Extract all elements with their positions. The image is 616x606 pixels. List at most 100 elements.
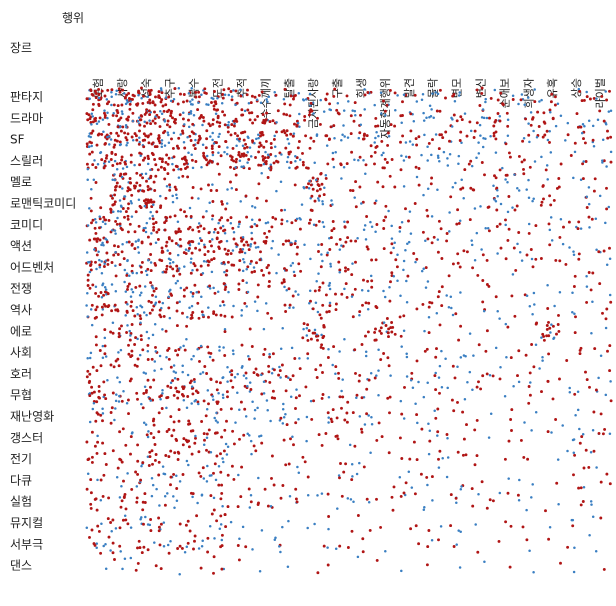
data-point [328,248,332,251]
data-point [238,437,241,441]
data-point [333,87,337,91]
row-label: SF [10,133,25,147]
data-point [119,129,123,133]
data-point [479,387,483,391]
data-point [149,132,153,136]
data-point [179,133,182,136]
data-point [172,131,176,135]
data-point [215,431,219,435]
data-point [169,265,172,269]
data-point [281,326,284,330]
data-point [558,377,561,381]
data-point [498,491,502,495]
data-point [579,503,583,507]
data-point [149,385,152,389]
data-point [340,139,343,142]
data-point [585,378,589,382]
data-point [584,160,588,163]
data-point [229,379,233,383]
data-point [119,550,122,553]
data-point [336,437,340,441]
data-point [547,320,550,324]
data-point [135,102,138,106]
data-point [448,211,451,214]
data-point [482,137,485,140]
data-point [165,430,169,433]
data-point [146,358,150,361]
data-point [217,172,221,176]
data-point [341,395,345,399]
data-point [390,495,394,499]
data-point [210,101,213,104]
data-point [260,269,264,272]
data-point [433,374,437,378]
data-point [331,151,335,155]
data-point [187,249,190,252]
data-point [266,176,270,179]
data-point [548,194,552,198]
data-point [104,156,108,160]
data-point [242,374,246,377]
data-point [92,178,96,181]
data-point [101,419,104,423]
data-point [323,186,326,190]
data-point [449,524,453,528]
data-point [605,165,608,168]
data-point [149,174,153,178]
data-point [465,134,469,138]
data-point [117,118,121,122]
data-point [523,421,526,424]
data-point [200,420,204,423]
data-point [271,389,275,393]
data-point [550,431,553,434]
data-point [270,476,273,480]
data-point [181,370,184,374]
data-point [115,167,119,171]
data-point [250,452,253,456]
data-point [244,153,248,157]
data-point [206,536,210,540]
data-point [575,112,579,116]
data-point [114,407,117,410]
data-point [250,270,254,274]
data-point [174,231,178,235]
column-label: 희생자 [522,78,535,108]
data-point [510,408,514,412]
data-point [415,359,419,363]
data-point [393,124,397,128]
data-point [302,322,306,326]
data-point [384,113,387,117]
data-point [217,221,220,225]
data-point [175,301,179,305]
data-point [187,151,190,155]
data-point [496,309,499,313]
data-point [363,88,366,91]
data-point [572,438,576,441]
data-point [279,496,283,500]
data-point [141,158,145,162]
data-point [109,131,113,135]
data-point [589,450,593,454]
data-point [181,131,185,135]
data-point [172,420,176,424]
data-point [479,134,482,137]
data-point [111,113,115,117]
data-point [213,416,216,420]
data-point [223,330,227,334]
data-point [182,294,186,298]
data-point [88,356,92,360]
data-point [421,302,425,306]
data-point [125,144,128,147]
data-point [160,145,164,149]
data-point [540,390,543,394]
data-point [426,237,430,241]
data-point [274,536,277,540]
data-point [332,94,336,98]
data-point [587,202,591,206]
data-point [407,240,411,244]
data-point [153,323,157,326]
data-point [146,435,150,439]
data-point [252,444,256,448]
data-point [92,542,96,546]
data-point [167,455,171,459]
